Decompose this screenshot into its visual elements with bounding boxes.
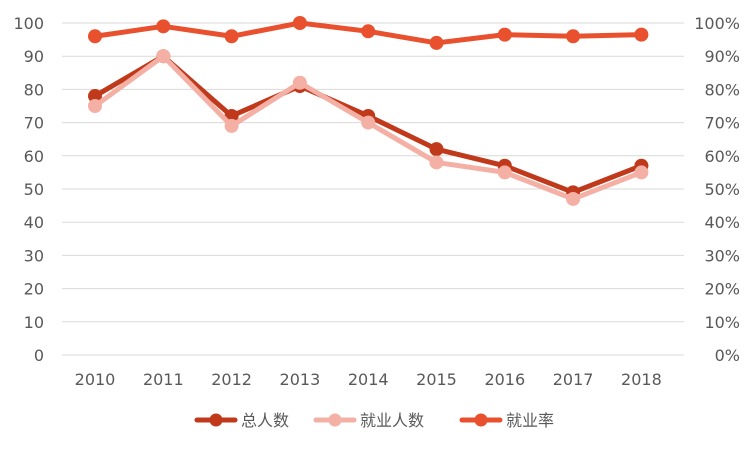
data-point: [634, 165, 649, 180]
legend-swatch-marker: [328, 413, 342, 427]
data-point: [429, 35, 444, 50]
data-point: [156, 19, 171, 34]
right-tick-label: 50%: [704, 180, 740, 199]
data-point: [224, 29, 239, 44]
right-tick-label: 100%: [694, 14, 740, 33]
legend-label: 就业人数: [360, 411, 424, 430]
left-tick-label: 50: [24, 180, 44, 199]
data-point: [361, 115, 376, 130]
legend-item-0: 总人数: [194, 411, 289, 430]
gridlines: [62, 22, 684, 356]
data-point: [88, 99, 102, 113]
data-point: [634, 27, 649, 42]
right-tick-label: 10%: [704, 313, 740, 332]
left-tick-label: 20: [24, 280, 44, 299]
legend-swatch-marker: [209, 413, 223, 427]
data-point: [429, 155, 444, 170]
right-tick-label: 30%: [704, 246, 740, 265]
legend-label: 就业率: [506, 411, 554, 430]
data-point: [156, 49, 171, 64]
data-point: [292, 16, 307, 30]
data-point: [497, 27, 512, 42]
data-point: [88, 89, 102, 104]
legend-swatch-marker: [474, 413, 488, 427]
left-tick-label: 70: [24, 114, 44, 133]
left-tick-label: 10: [24, 313, 44, 332]
left-tick-label: 0: [34, 346, 44, 365]
data-point: [88, 29, 102, 44]
x-tick-label: 2018: [621, 370, 662, 389]
x-tick-label: 2011: [143, 370, 184, 389]
left-tick-label: 60: [24, 147, 44, 166]
left-tick-label: 90: [24, 47, 44, 66]
right-tick-label: 20%: [704, 280, 740, 299]
right-tick-label: 40%: [704, 213, 740, 232]
left-tick-label: 100: [13, 14, 44, 33]
x-tick-label: 2017: [553, 370, 594, 389]
right-tick-label: 80%: [704, 80, 740, 99]
legend-item-1: 就业人数: [313, 411, 424, 430]
right-axis-ticks: 0% 10% 20% 30% 40% 50% 60% 70% 80% 90% 100%: [694, 14, 740, 365]
x-tick-label: 2010: [75, 370, 116, 389]
legend: 总人数 就业人数 就业率: [194, 411, 554, 430]
x-axis-ticks: 2010 2011 2012 2013 2014 2015 2016 2017 2018: [75, 370, 662, 389]
data-point: [566, 29, 581, 44]
right-tick-label: 0%: [715, 346, 740, 365]
legend-item-2: 就业率: [459, 411, 554, 430]
data-point: [429, 142, 444, 157]
x-tick-label: 2014: [348, 370, 389, 389]
data-point: [566, 191, 581, 206]
right-tick-label: 60%: [704, 147, 740, 166]
right-tick-label: 90%: [704, 47, 740, 66]
series-2: [88, 16, 649, 50]
x-tick-label: 2016: [484, 370, 525, 389]
left-tick-label: 80: [24, 80, 44, 99]
series-1: [88, 49, 649, 206]
series-layer: [88, 16, 649, 206]
legend-label: 总人数: [241, 411, 289, 430]
x-tick-label: 2015: [416, 370, 457, 389]
x-tick-label: 2013: [280, 370, 321, 389]
right-tick-label: 70%: [704, 114, 740, 133]
left-tick-label: 40: [24, 213, 44, 232]
data-point: [361, 24, 376, 39]
left-axis-ticks: 0 10 20 30 40 50 60 70 80 90 100: [13, 14, 44, 365]
data-point: [292, 75, 307, 90]
data-point: [497, 165, 512, 180]
x-tick-label: 2012: [211, 370, 252, 389]
data-point: [224, 118, 239, 133]
left-tick-label: 30: [24, 246, 44, 265]
